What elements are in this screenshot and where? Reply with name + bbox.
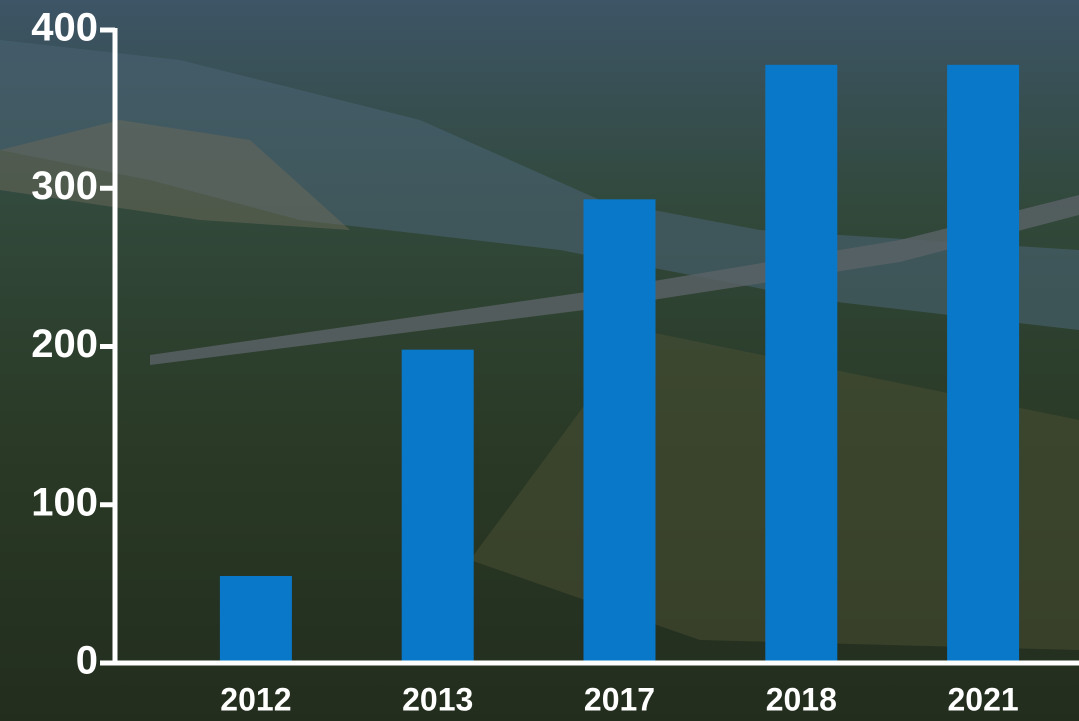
- bar: [583, 199, 656, 663]
- bar: [947, 64, 1020, 663]
- y-tick-label: 200: [31, 322, 98, 366]
- x-tick-label: 2021: [948, 681, 1019, 717]
- y-tick-label: 100: [31, 480, 98, 524]
- x-tick-label: 2012: [220, 681, 291, 717]
- y-tick-label: 0: [76, 639, 98, 683]
- y-tick-label: 400: [31, 6, 98, 50]
- bar: [219, 575, 292, 663]
- y-tick-label: 300: [31, 164, 98, 208]
- x-tick-label: 2013: [402, 681, 473, 717]
- x-tick-label: 2017: [584, 681, 655, 717]
- bar: [401, 349, 474, 663]
- beach: [0, 120, 350, 230]
- x-tick-label: 2018: [766, 681, 837, 717]
- bar: [765, 64, 838, 663]
- bridge: [150, 195, 1079, 365]
